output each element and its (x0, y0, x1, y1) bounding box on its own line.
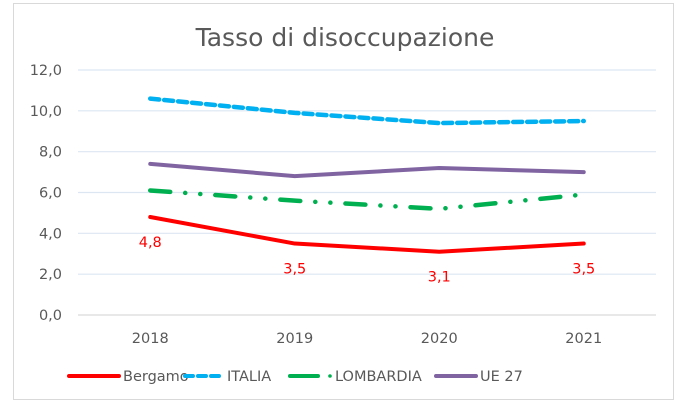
legend-label: ITALIA (227, 369, 271, 385)
x-tick-label: 2020 (421, 331, 458, 347)
data-label: 3,1 (428, 270, 451, 286)
legend-item-bergamo: Bergamo (67, 369, 189, 385)
gridlines (78, 69, 656, 316)
chart-title: Tasso di disoccupazione (195, 23, 495, 52)
y-tick-label: 10,0 (30, 104, 62, 120)
series-line-lombardia (148, 188, 586, 212)
legend-item-italia: ITALIA (183, 369, 271, 385)
x-tick-label: 2018 (132, 331, 169, 347)
series-line-italia (148, 96, 586, 126)
series-lines (148, 96, 586, 254)
data-labels: 4,8 3,5 3,1 3,5 (139, 235, 596, 286)
legend-swatch-dot (328, 374, 332, 378)
x-axis-ticks: 2018 2019 2020 2021 (132, 331, 602, 347)
y-tick-label: 8,0 (39, 145, 62, 161)
legend-label: Bergamo (123, 369, 189, 385)
series-line-bergamo (148, 215, 586, 254)
legend-item-lombardia: LOMBARDIA (288, 369, 422, 385)
x-tick-label: 2019 (276, 331, 313, 347)
chart-frame (13, 3, 674, 400)
legend-item-ue-27: UE 27 (434, 369, 523, 385)
legend-label: LOMBARDIA (335, 369, 422, 385)
y-tick-label: 6,0 (39, 186, 62, 202)
y-tick-label: 12,0 (30, 63, 62, 79)
data-label: 4,8 (139, 235, 162, 251)
legend-label: UE 27 (480, 369, 523, 385)
data-label: 3,5 (283, 262, 306, 278)
y-axis-ticks: 0,0 2,0 4,0 6,0 8,0 10,0 12,0 (30, 63, 62, 324)
x-tick-label: 2021 (565, 331, 602, 347)
y-tick-label: 4,0 (39, 226, 62, 242)
y-tick-label: 2,0 (39, 267, 62, 283)
series-line-ue-27 (148, 161, 586, 179)
data-label: 3,5 (572, 262, 595, 278)
y-tick-label: 0,0 (39, 308, 62, 324)
legend: Bergamo ITALIA LOMBARDIA UE 27 (67, 369, 523, 385)
